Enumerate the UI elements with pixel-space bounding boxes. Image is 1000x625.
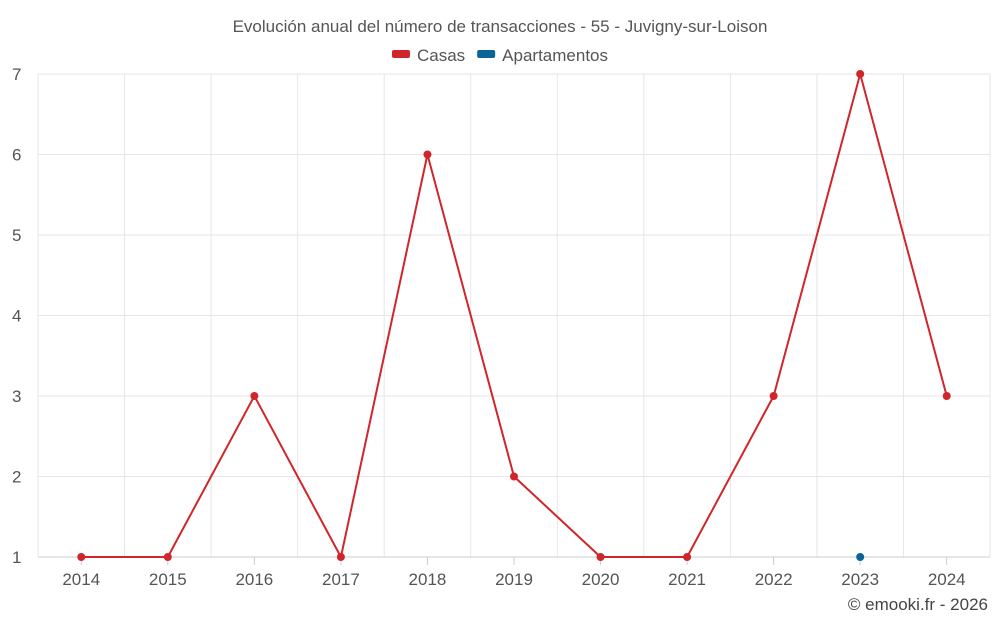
data-point-casas[interactable] [856,70,865,78]
y-tick-label: 4 [12,307,21,326]
y-tick-label: 7 [12,65,21,84]
credit-text: © emooki.fr - 2026 [848,595,988,614]
data-point-apartamentos[interactable] [856,553,865,561]
x-tick-label: 2019 [495,570,533,589]
legend-label-apartamentos: Apartamentos [502,46,608,65]
data-point-casas[interactable] [510,472,518,481]
y-tick-label: 1 [12,548,21,567]
data-point-casas[interactable] [769,392,778,400]
data-point-casas[interactable] [163,553,172,561]
x-tick-label: 2020 [582,570,620,589]
data-point-casas[interactable] [77,553,86,561]
grid [37,73,991,557]
y-tick-label: 6 [12,146,21,165]
x-tick-label: 2015 [149,570,187,589]
data-point-casas[interactable] [683,553,692,561]
x-tick-label: 2022 [755,570,793,589]
x-tick-label: 2016 [235,570,273,589]
chart-title: Evolución anual del número de transaccio… [233,17,768,36]
x-tick-label: 2018 [409,570,447,589]
axes: 1 2 3 4 5 6 7 2014 2015 2016 2017 2018 2019 2020 2021 2… [12,65,990,589]
y-tick-label: 5 [12,226,21,245]
legend-swatch-apartamentos [477,50,496,58]
x-tick-label: 2017 [322,570,360,589]
x-tick-label: 2014 [62,570,100,589]
y-tick-label: 2 [12,468,21,487]
series-layer [77,70,951,561]
x-tick-label: 2021 [668,570,706,589]
data-point-casas[interactable] [423,150,432,159]
data-point-casas[interactable] [596,553,605,561]
y-tick-label: 3 [12,387,21,406]
x-tick-label: 2023 [841,570,879,589]
data-point-casas[interactable] [336,553,345,561]
legend-swatch-casas [391,50,410,58]
x-tick-label: 2024 [928,570,966,589]
data-point-casas[interactable] [942,392,951,400]
legend: Casas Apartamentos [391,46,608,65]
legend-label-casas: Casas [417,46,465,65]
data-point-casas[interactable] [250,392,259,400]
